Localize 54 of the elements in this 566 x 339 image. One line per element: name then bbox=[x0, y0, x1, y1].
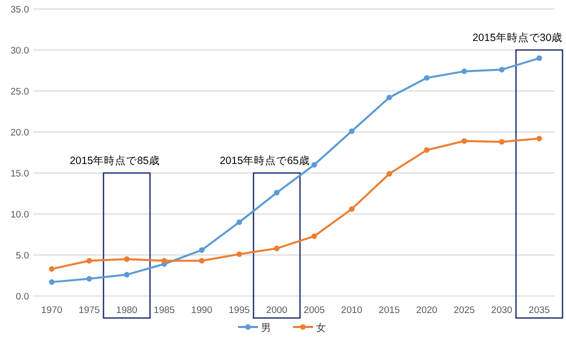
point bbox=[274, 246, 280, 252]
point bbox=[198, 258, 205, 264]
point bbox=[86, 276, 92, 282]
point bbox=[236, 219, 242, 225]
point bbox=[348, 128, 355, 134]
point bbox=[311, 162, 318, 168]
point bbox=[386, 171, 392, 177]
x-tick-label: 2005 bbox=[304, 305, 325, 316]
point bbox=[461, 138, 468, 144]
point bbox=[498, 66, 505, 72]
x-tick-label: 2000 bbox=[266, 305, 288, 316]
legend-label: 女 bbox=[316, 322, 326, 334]
point bbox=[386, 94, 392, 100]
x-tick-label: 1985 bbox=[154, 305, 175, 316]
point bbox=[161, 258, 168, 264]
annotation: 2015年時点で30歳 bbox=[472, 31, 562, 44]
y-tick-label: 15.0 bbox=[10, 168, 29, 180]
legend-label: 男 bbox=[261, 323, 271, 334]
point bbox=[461, 68, 468, 74]
point bbox=[536, 136, 542, 142]
point bbox=[86, 258, 92, 264]
point bbox=[48, 266, 55, 272]
y-tick-label: 35.0 bbox=[10, 4, 29, 16]
point bbox=[348, 206, 355, 212]
x-tick-label: 2030 bbox=[491, 305, 512, 316]
y-tick-label: 30.0 bbox=[10, 46, 29, 56]
x-tick-label: 2025 bbox=[454, 305, 475, 316]
point bbox=[236, 251, 242, 257]
point bbox=[124, 272, 130, 278]
point bbox=[124, 256, 130, 262]
x-tick-label: 1995 bbox=[228, 305, 250, 316]
x-tick-label: 2020 bbox=[416, 305, 438, 316]
point bbox=[311, 233, 318, 239]
x-tick-label: 1970 bbox=[41, 305, 62, 316]
point bbox=[424, 147, 430, 153]
x-tick-label: 1975 bbox=[78, 305, 100, 316]
annotation: 2015年時点で65歳 bbox=[220, 154, 310, 167]
annotation: 2015年時点で85歳 bbox=[70, 154, 160, 167]
point bbox=[536, 55, 542, 61]
y-tick-label: 20.0 bbox=[10, 128, 29, 138]
point bbox=[198, 247, 205, 253]
x-tick-label: 2035 bbox=[528, 305, 550, 316]
x-tick-label: 2015 bbox=[378, 305, 400, 316]
y-tick-label: 0.0 bbox=[16, 292, 29, 302]
x-tick-label: 1990 bbox=[191, 305, 212, 316]
y-tick-label: 25.0 bbox=[10, 86, 29, 98]
point bbox=[498, 139, 505, 145]
point bbox=[48, 279, 55, 285]
x-tick-label: 2010 bbox=[341, 305, 362, 316]
y-tick-label: 5.0 bbox=[16, 250, 29, 262]
x-tick-label: 1980 bbox=[116, 305, 138, 316]
point bbox=[424, 75, 430, 81]
point bbox=[274, 190, 280, 196]
y-tick-label: 10.0 bbox=[10, 210, 29, 220]
